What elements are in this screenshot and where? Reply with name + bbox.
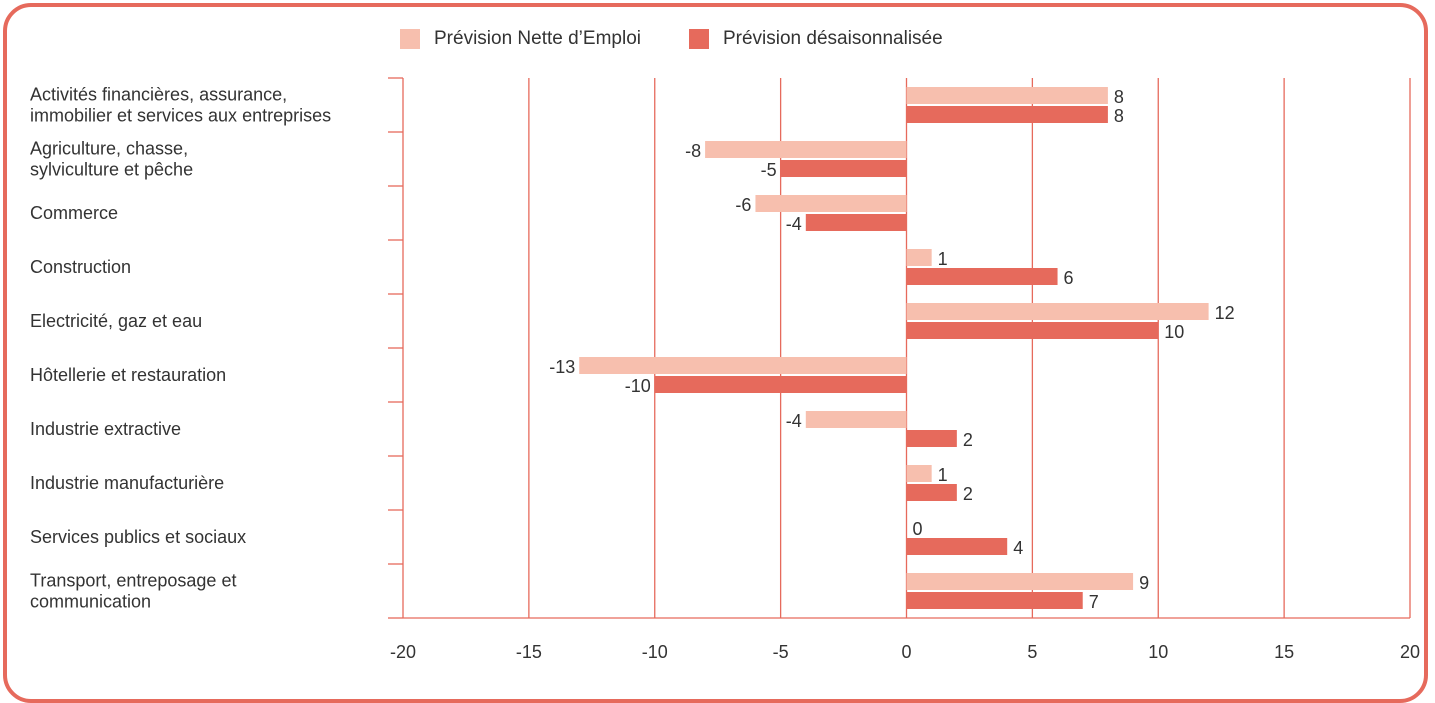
- x-tick-label: 0: [901, 642, 911, 662]
- data-label: 8: [1114, 106, 1124, 126]
- data-label: 7: [1089, 592, 1099, 612]
- data-label: 2: [963, 484, 973, 504]
- bar-prevision-nette: [755, 195, 907, 212]
- data-label: 1: [938, 465, 948, 485]
- category-label: Industrie extractive: [30, 419, 181, 439]
- data-label: -13: [549, 357, 575, 377]
- category-label: Industrie manufacturière: [30, 473, 224, 493]
- x-tick-label: 20: [1400, 642, 1420, 662]
- category-label: Hôtellerie et restauration: [30, 365, 226, 385]
- data-label: 1: [938, 249, 948, 269]
- legend-label: Prévision désaisonnalisée: [722, 28, 943, 49]
- bar-prevision-desaisonnalisee: [805, 214, 907, 231]
- category-label: communication: [30, 592, 151, 612]
- data-label: 12: [1215, 303, 1235, 323]
- data-label: 10: [1164, 322, 1184, 342]
- data-label: -10: [625, 376, 651, 396]
- data-label: 2: [963, 430, 973, 450]
- bar-prevision-desaisonnalisee: [780, 160, 907, 177]
- x-tick-label: -20: [390, 642, 416, 662]
- bar-prevision-desaisonnalisee: [654, 376, 907, 393]
- legend-swatch-light: [400, 29, 420, 49]
- category-label: Activités financières, assurance,: [30, 85, 287, 105]
- bar-prevision-nette: [906, 87, 1108, 104]
- grid-lines: [388, 77, 1411, 619]
- legend: Prévision Nette d’Emploi Prévision désai…: [400, 24, 991, 54]
- data-label: -4: [786, 411, 802, 431]
- bar-prevision-nette: [705, 141, 907, 158]
- data-label: 8: [1114, 87, 1124, 107]
- category-label: Services publics et sociaux: [30, 527, 246, 547]
- data-label: 0: [913, 519, 923, 539]
- category-label: Electricité, gaz et eau: [30, 311, 202, 331]
- bar-prevision-nette: [579, 357, 907, 374]
- x-tick-label: -15: [516, 642, 542, 662]
- bar-prevision-nette: [906, 249, 932, 266]
- x-tick-label: 15: [1274, 642, 1294, 662]
- bar-prevision-desaisonnalisee: [906, 322, 1159, 339]
- bar-prevision-desaisonnalisee: [906, 592, 1083, 609]
- bar-prevision-nette: [906, 465, 932, 482]
- data-label: -6: [735, 195, 751, 215]
- data-label: -8: [685, 141, 701, 161]
- category-label: Transport, entreposage et: [30, 571, 236, 591]
- bar-prevision-nette: [906, 303, 1209, 320]
- bar-prevision-desaisonnalisee: [906, 106, 1108, 123]
- bar-prevision-desaisonnalisee: [906, 484, 957, 501]
- category-label: immobilier et services aux entreprises: [30, 106, 331, 126]
- legend-swatch-dark: [688, 29, 709, 49]
- category-label: Commerce: [30, 203, 118, 223]
- category-label: Agriculture, chasse,: [30, 139, 188, 159]
- data-label: 4: [1013, 538, 1023, 558]
- x-tick-label: 10: [1148, 642, 1168, 662]
- data-label: 9: [1139, 573, 1149, 593]
- bar-prevision-desaisonnalisee: [906, 538, 1008, 555]
- bars: [579, 87, 1209, 609]
- x-tick-label: -5: [773, 642, 789, 662]
- category-label: sylviculture et pêche: [30, 160, 193, 180]
- bar-prevision-desaisonnalisee: [906, 268, 1058, 285]
- legend-item-prevision-nette: Prévision Nette d’Emploi: [400, 28, 641, 50]
- category-label: Construction: [30, 257, 131, 277]
- x-tick-label: 5: [1027, 642, 1037, 662]
- bar-prevision-nette: [906, 573, 1134, 590]
- bar-prevision-desaisonnalisee: [906, 430, 957, 447]
- legend-item-prevision-desaisonnalisee: Prévision désaisonnalisée: [688, 28, 943, 50]
- data-label: -5: [761, 160, 777, 180]
- x-tick-label: -10: [642, 642, 668, 662]
- bar-prevision-nette: [805, 411, 907, 428]
- data-label: -4: [786, 214, 802, 234]
- legend-label: Prévision Nette d’Emploi: [434, 28, 641, 49]
- data-label: 6: [1064, 268, 1074, 288]
